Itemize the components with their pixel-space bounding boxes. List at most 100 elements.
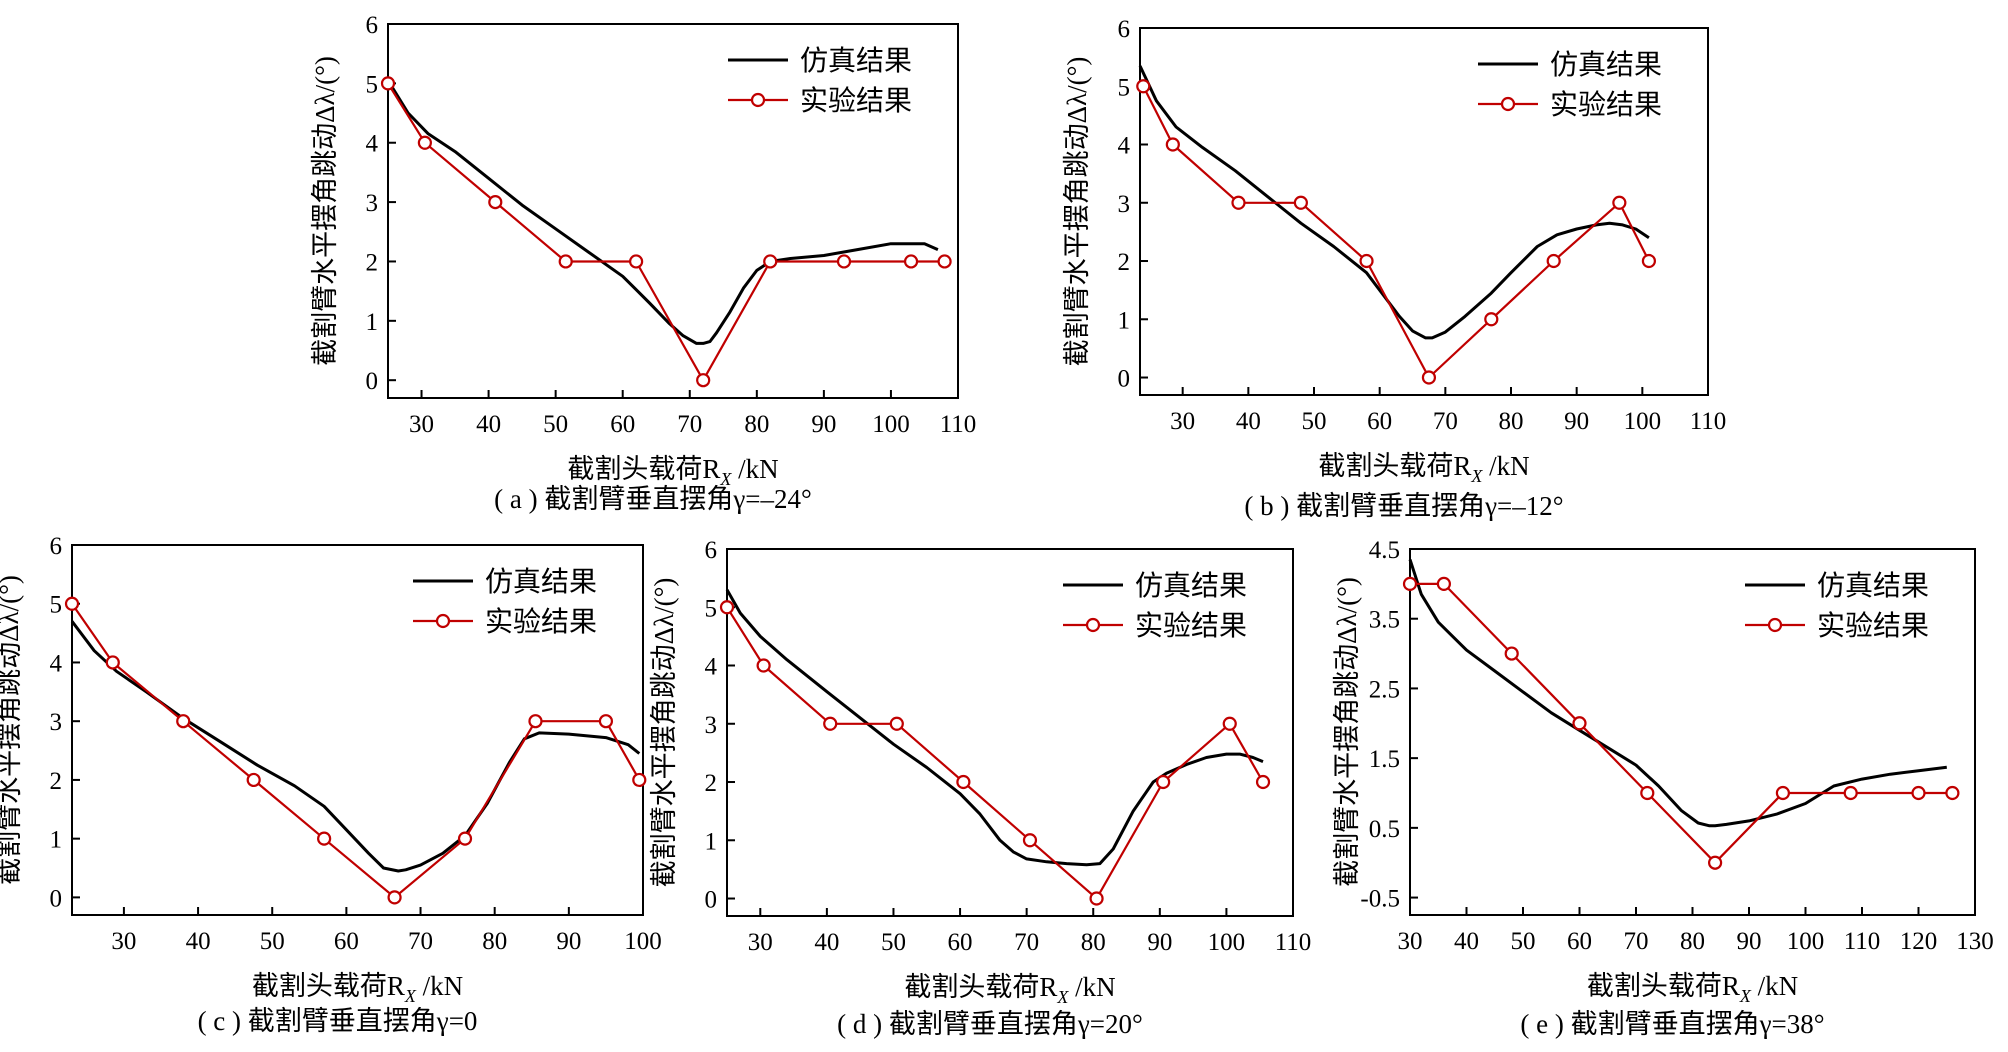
x-tick-label: 110 (1690, 408, 1727, 435)
figure-caption: ( c ) 截割臂垂直摆角γ=0 (198, 1006, 478, 1036)
x-tick-label: 30 (111, 928, 136, 955)
experiment-point (1089, 891, 1104, 906)
x-axis-label-text: 截割头载荷RX /kN (904, 972, 1115, 1007)
legend-label: 仿真结果 (1135, 570, 1247, 602)
x-tick-label: 30 (409, 411, 434, 438)
legend-label: 仿真结果 (1817, 570, 1929, 602)
experiment-point (1222, 716, 1237, 731)
x-tick-label: 100 (624, 928, 662, 955)
x-tick-label: 70 (1014, 929, 1039, 956)
x-tick-label: 70 (1624, 928, 1649, 955)
x-axis-label: 截割头载荷RX /kN (1318, 451, 1529, 486)
experiment-point (1612, 195, 1627, 210)
x-tick-label: 40 (476, 411, 501, 438)
simulation-line (1408, 559, 1947, 828)
figure-caption: ( b ) 截割臂垂直摆角γ=–12° (1244, 491, 1563, 521)
y-tick-label: 2 (50, 768, 63, 795)
experiment-point (1641, 253, 1657, 269)
experiment-point (1293, 195, 1308, 210)
y-tick-label: 0 (705, 887, 718, 914)
experiment-point (696, 373, 711, 388)
simulation-line (70, 620, 641, 873)
experiment-point (380, 76, 396, 91)
experiment-point (64, 596, 80, 611)
experiment-point (756, 658, 771, 673)
y-tick-label: 2 (705, 770, 718, 797)
experiment-point (1421, 370, 1437, 385)
experiment-point (1022, 833, 1038, 848)
legend-label: 仿真结果 (800, 45, 912, 77)
x-tick-label: 40 (186, 928, 211, 955)
y-tick-label: 6 (705, 537, 718, 564)
x-tick-label: 70 (677, 411, 702, 438)
experiment-point (1843, 785, 1858, 801)
x-axis-label: 截割头载荷RX /kN (252, 971, 463, 1006)
experiment-point (889, 716, 904, 731)
y-axis-label: 截割臂水平摆角跳动Δλ/(°) (0, 575, 24, 885)
legend-marker (750, 92, 766, 108)
simulation-line (725, 589, 1264, 867)
x-axis-label: 截割头载荷RX /kN (904, 972, 1115, 1007)
legend-label: 实验结果 (485, 606, 597, 638)
simulation-line (386, 79, 939, 345)
experiment-point (719, 600, 735, 615)
experiment-point (1359, 253, 1374, 269)
x-tick-label: 60 (1367, 408, 1392, 435)
y-axis-label: 截割臂水平摆角跳动Δλ/(°) (649, 578, 679, 888)
experiment-line (1142, 85, 1650, 379)
experiment-point (1255, 774, 1271, 790)
x-tick-label: 80 (1499, 408, 1524, 435)
x-tick-label: 100 (872, 411, 910, 438)
x-axis-label-text: 截割头载荷RX /kN (252, 971, 463, 1006)
y-tick-label: 4 (1118, 133, 1131, 160)
y-tick-label: 5 (50, 592, 63, 619)
y-tick-label: 4 (366, 131, 379, 158)
x-axis-label: 截割头载荷RX /kN (1587, 971, 1798, 1006)
experiment-point (763, 254, 778, 269)
x-tick-label: 70 (408, 928, 433, 955)
experiment-point (558, 254, 573, 269)
experiment-point (1484, 312, 1499, 327)
x-tick-label: 50 (1302, 408, 1327, 435)
y-tick-label: 3 (1118, 191, 1131, 218)
plot-frame (726, 548, 1294, 917)
x-tick-label: 100 (1208, 929, 1246, 956)
y-tick-label: 0.5 (1369, 816, 1400, 843)
x-axis-label: 截割头载荷RX /kN (567, 454, 778, 489)
y-axis-label: 截割臂水平摆角跳动Δλ/(°) (1062, 57, 1092, 367)
x-tick-label: 110 (1275, 929, 1312, 956)
y-tick-label: 1 (366, 309, 379, 336)
legend-label: 实验结果 (1550, 89, 1662, 121)
y-tick-label: 5 (705, 595, 718, 622)
x-tick-label: 110 (1844, 928, 1881, 955)
x-tick-label: 100 (1787, 928, 1825, 955)
legend-marker (1500, 96, 1516, 112)
experiment-point (1165, 137, 1180, 152)
chart-panel-b: 30 40 50 60 70 80 90 100 110 0 1 2 3 4 5 6 截割头载荷RX /kN 截割… (1062, 16, 1726, 521)
x-tick-label: 60 (1567, 928, 1592, 955)
y-tick-label: 4 (50, 650, 63, 677)
x-tick-label: 70 (1433, 408, 1458, 435)
experiment-point (1504, 646, 1519, 661)
experiment-point (1546, 253, 1561, 269)
y-tick-label: 0 (366, 368, 379, 395)
y-tick-label: 3.5 (1369, 607, 1400, 634)
experiment-point (956, 774, 971, 790)
experiment-point (1640, 785, 1655, 801)
x-tick-label: 50 (543, 411, 568, 438)
chart-panel-c: 30 40 50 60 70 80 90 100 0 1 2 3 4 5 6 截割头载荷RX /kN 截割臂水平… (0, 533, 662, 1036)
chart-panel-d: 30 40 50 60 70 80 90 100 110 0 1 2 3 4 5 6 截割头载荷RX /kN 截割… (649, 537, 1311, 1039)
y-tick-label: 4 (705, 654, 718, 681)
x-axis-label-text: 截割头载荷RX /kN (1587, 971, 1798, 1006)
x-tick-label: 30 (748, 929, 773, 956)
experiment-line (71, 603, 641, 899)
x-tick-label: 90 (1737, 928, 1762, 955)
y-tick-label: 6 (50, 533, 63, 560)
figure-caption: ( d ) 截割臂垂直摆角γ=20° (837, 1009, 1143, 1039)
legend-label: 仿真结果 (485, 566, 597, 598)
experiment-point (1436, 576, 1452, 591)
y-tick-label: 2 (1118, 249, 1131, 276)
x-tick-label: 60 (334, 928, 359, 955)
experiment-point (488, 194, 503, 210)
y-axis-label: 截割臂水平摆角跳动Δλ/(°) (310, 56, 340, 366)
